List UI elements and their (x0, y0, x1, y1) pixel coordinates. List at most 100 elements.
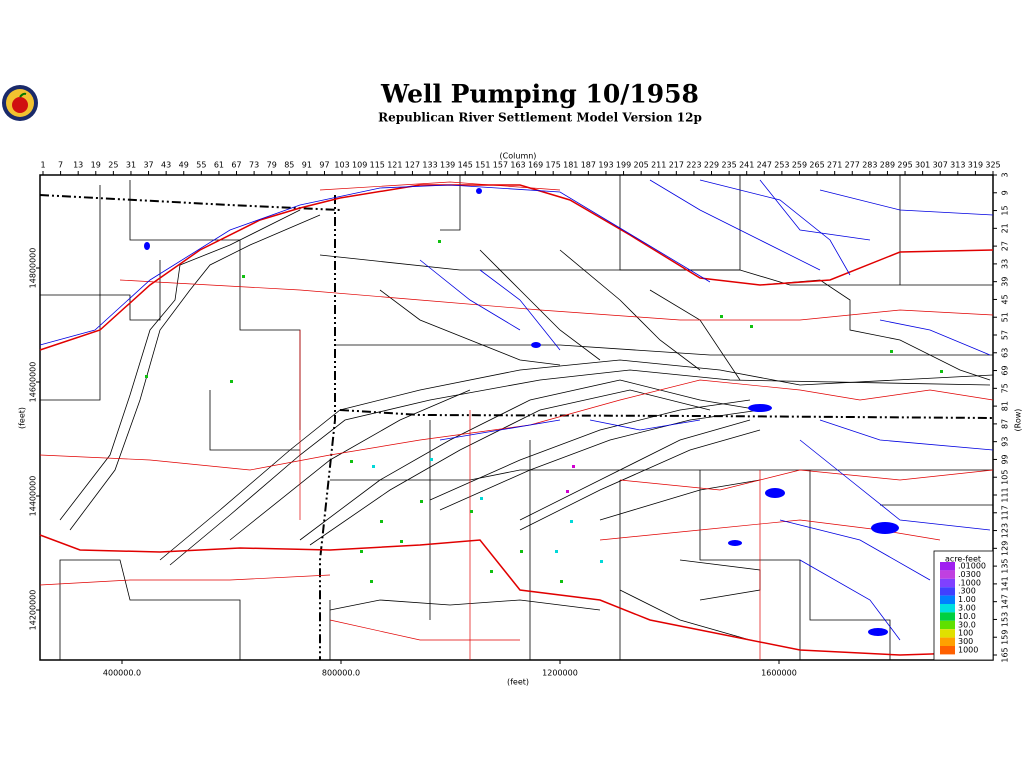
legend-label: 30.0 (958, 620, 976, 629)
column-tick-label: 307 (933, 161, 948, 170)
column-tick-label: 13 (73, 161, 83, 170)
legend-label: 1000 (958, 646, 978, 655)
column-tick-label: 253 (774, 161, 789, 170)
row-tick-label: 159 (1001, 630, 1010, 645)
column-tick-label: 277 (845, 161, 860, 170)
row-tick-label: 165 (1001, 647, 1010, 662)
legend-swatch (940, 587, 955, 596)
column-tick-label: 295 (897, 161, 912, 170)
row-tick-label: 39 (1001, 277, 1010, 287)
column-tick-label: 31 (126, 161, 136, 170)
legend-label: .1000 (958, 578, 981, 587)
row-tick-label: 45 (1001, 294, 1010, 304)
column-tick-label: 265 (809, 161, 824, 170)
column-tick-label: 109 (352, 161, 367, 170)
column-tick-label: 205 (634, 161, 649, 170)
column-tick-label: 319 (968, 161, 983, 170)
column-tick-label: 97 (319, 161, 329, 170)
column-tick-label: 175 (546, 161, 561, 170)
legend-label: .300 (958, 587, 976, 596)
column-tick-label: 241 (739, 161, 754, 170)
x-title: (feet) (507, 678, 529, 687)
row-tick-label: 129 (1001, 541, 1010, 556)
row-tick-label: 105 (1001, 470, 1010, 485)
column-tick-label: 67 (231, 161, 241, 170)
column-tick-label: 79 (267, 161, 277, 170)
legend: acre-feet .01000.0300.1000.3001.003.0010… (933, 550, 994, 661)
column-tick-label: 325 (985, 161, 1000, 170)
legend-swatch (940, 620, 955, 630)
legend-label: 3.00 (958, 604, 976, 613)
column-tick-label: 211 (651, 161, 666, 170)
column-tick-label: 223 (686, 161, 701, 170)
legend-swatch (940, 578, 955, 588)
row-tick-label: 87 (1001, 419, 1010, 429)
legend-title: acre-feet (945, 555, 981, 564)
legend-label: .0300 (958, 570, 981, 579)
column-tick-label: 61 (214, 161, 224, 170)
column-tick-label: 19 (91, 161, 101, 170)
y-tick-label: 14600000 (29, 362, 38, 403)
legend-items: .01000.0300.1000.3001.003.0010.030.01003… (940, 562, 986, 655)
row-tick-label: 63 (1001, 348, 1010, 358)
legend-label: 300 (958, 637, 973, 646)
map (39, 174, 994, 661)
row-tick-label: 75 (1001, 383, 1010, 393)
column-tick-label: 187 (581, 161, 596, 170)
row-tick-label: 21 (1001, 223, 1010, 233)
column-tick-label: 49 (179, 161, 189, 170)
column-tick-label: 25 (108, 161, 118, 170)
y-tick-label: 14200000 (29, 590, 38, 631)
row-tick-label: 69 (1001, 365, 1010, 375)
legend-label: .01000 (958, 562, 986, 571)
column-tick-label: 235 (721, 161, 736, 170)
column-tick-label: 259 (792, 161, 807, 170)
x-tick-label: 800000.0 (322, 669, 360, 678)
column-tick-label: 247 (757, 161, 772, 170)
row-tick-label: 33 (1001, 259, 1010, 269)
column-tick-label: 1 (40, 161, 45, 170)
column-tick-label: 145 (458, 161, 473, 170)
column-tick-label: 37 (143, 161, 153, 170)
legend-swatch (940, 629, 955, 638)
column-tick-label: 199 (616, 161, 631, 170)
column-tick-label: 217 (669, 161, 684, 170)
legend-swatch (940, 637, 955, 646)
row-tick-label: 15 (1001, 205, 1010, 215)
y-tick-label: 14400000 (29, 476, 38, 517)
column-title: (Column) (500, 152, 537, 161)
legend-swatch (940, 604, 955, 613)
row-tick-label: 117 (1001, 505, 1010, 520)
legend-swatch (940, 562, 955, 571)
row-tick-label: 147 (1001, 594, 1010, 609)
title: Well Pumping 10/1958 (380, 80, 699, 109)
row-tick-label: 93 (1001, 437, 1010, 447)
column-tick-label: 289 (880, 161, 895, 170)
row-tick-label: 153 (1001, 612, 1010, 627)
y-tick-label: 14800000 (29, 248, 38, 289)
column-tick-label: 127 (405, 161, 420, 170)
row-title: (Row) (1014, 409, 1023, 432)
column-tick-label: 7 (58, 161, 63, 170)
row-tick-label: 27 (1001, 241, 1010, 251)
column-tick-label: 91 (302, 161, 312, 170)
ticks: 1 7 13 19 25 31 37 43 49 55 61 67 73 79 85 91 97 103 109 11… (29, 161, 1010, 678)
y-title: (feet) (18, 407, 27, 429)
column-tick-label: 43 (161, 161, 171, 170)
logo (2, 85, 38, 121)
legend-swatch (940, 595, 955, 604)
column-tick-label: 163 (510, 161, 525, 170)
column-tick-label: 181 (563, 161, 578, 170)
row-tick-label: 3 (1001, 172, 1010, 177)
row-tick-label: 141 (1001, 576, 1010, 591)
row-tick-label: 9 (1001, 190, 1010, 195)
row-tick-label: 51 (1001, 312, 1010, 322)
column-tick-label: 271 (827, 161, 842, 170)
column-tick-label: 193 (598, 161, 613, 170)
column-tick-label: 169 (528, 161, 543, 170)
column-tick-label: 313 (950, 161, 965, 170)
row-tick-label: 111 (1001, 487, 1010, 502)
row-tick-label: 57 (1001, 330, 1010, 340)
legend-swatch (940, 570, 955, 579)
